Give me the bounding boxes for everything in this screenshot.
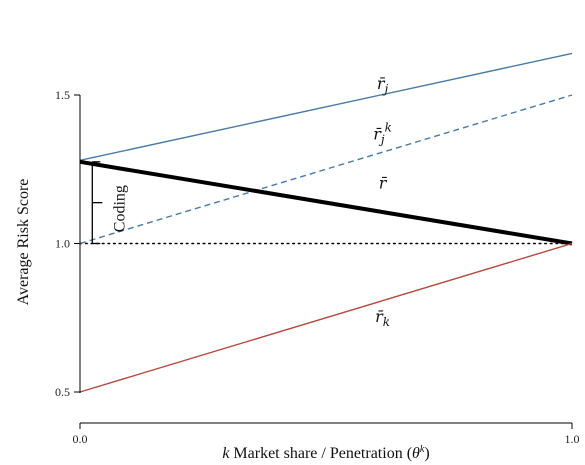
coding-bracket: Coding <box>91 161 128 245</box>
series-line-rk <box>79 242 573 393</box>
curve-label-rk: r̄k <box>375 307 390 329</box>
curve-label-rj: r̄j <box>377 74 389 96</box>
ticks: 0.5 1.0 1.5 0.0 1.0 <box>55 88 580 446</box>
x-axis-title-superscript: k <box>420 444 425 455</box>
x-axis-title: k Market share / Penetration (θk) <box>222 444 429 462</box>
curve-labels: r̄j r̄jk r̄ r̄k <box>373 74 392 329</box>
y-tick-label: 1.0 <box>55 237 70 251</box>
coding-label: Coding <box>111 185 128 232</box>
x-tick-label: 1.0 <box>565 432 580 446</box>
x-axis-title-main: Market share / Penetration ( <box>229 445 412 462</box>
x-axis-title-theta: θ <box>412 445 420 462</box>
series-layer <box>79 52 573 393</box>
series-line-r <box>79 159 573 246</box>
curve-label-r: r̄ <box>379 174 388 193</box>
series-line-rj <box>79 52 573 162</box>
curve-label-rjk: r̄jk <box>373 121 392 147</box>
x-axis-title-prefix: k <box>222 445 230 462</box>
y-tick-label: 1.5 <box>55 88 70 102</box>
y-tick-label: 0.5 <box>55 385 70 399</box>
x-tick-label: 0.0 <box>73 432 88 446</box>
y-axis-title: Average Risk Score <box>15 179 32 306</box>
series-line-rjk <box>79 94 573 245</box>
x-axis-title-close: ) <box>424 445 429 462</box>
